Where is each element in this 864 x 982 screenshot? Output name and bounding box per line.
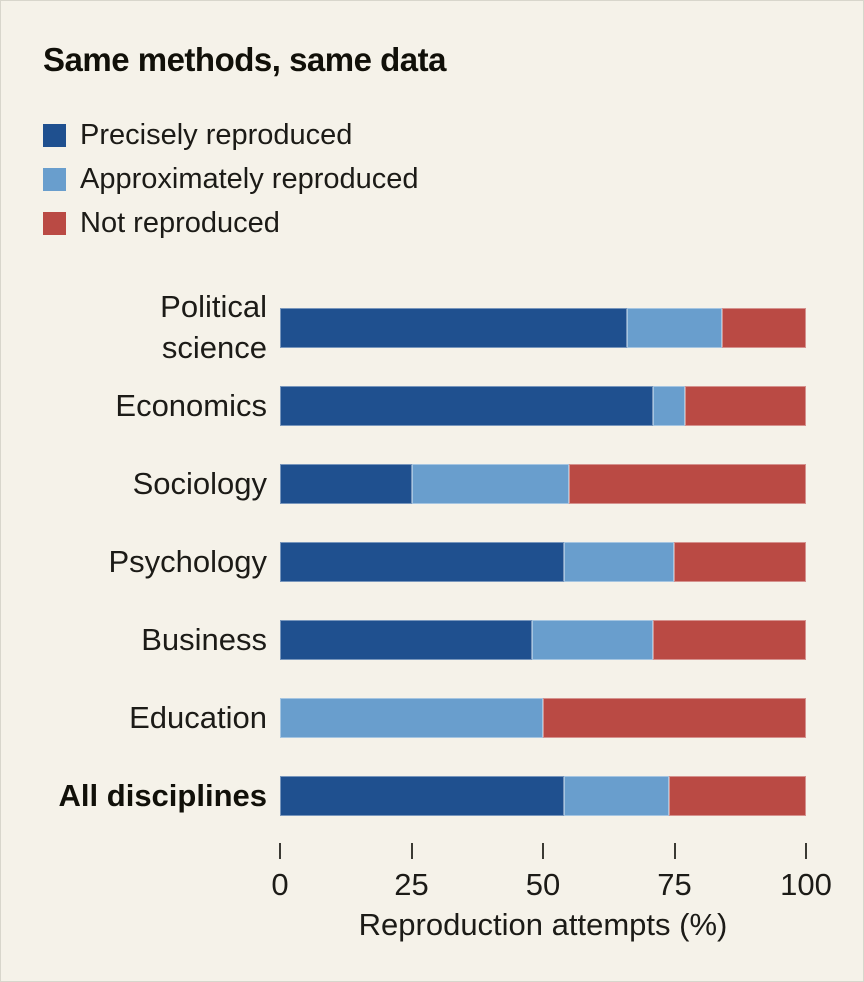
bar-business bbox=[280, 620, 806, 660]
x-axis-tick-label: 25 bbox=[394, 867, 429, 902]
legend-item-approximately: Approximately reproduced bbox=[43, 157, 419, 201]
x-axis-tick-label: 50 bbox=[525, 867, 561, 902]
bar-segment-approximately-reproduced bbox=[627, 308, 722, 348]
bar-psychology bbox=[280, 542, 806, 582]
bar-political-science bbox=[280, 308, 806, 348]
category-label-political-science: Political science bbox=[160, 289, 267, 365]
category-label-all-disciplines: All disciplines bbox=[58, 777, 267, 813]
bar-segment-precisely-reproduced bbox=[280, 464, 412, 504]
x-axis-tick-mark bbox=[279, 843, 281, 859]
bar-economics bbox=[280, 386, 806, 426]
bar-segment-approximately-reproduced bbox=[411, 464, 570, 504]
bar-segment-precisely-reproduced bbox=[280, 308, 628, 348]
category-label-business: Business bbox=[141, 621, 267, 657]
x-axis-tick-mark bbox=[673, 843, 676, 859]
legend: Precisely reproduced Approximately repro… bbox=[43, 113, 419, 245]
bar-segment-precisely-reproduced bbox=[280, 386, 654, 426]
x-axis-tick-mark bbox=[805, 843, 807, 859]
legend-label: Approximately reproduced bbox=[80, 162, 419, 195]
bar-segment-approximately-reproduced bbox=[653, 386, 685, 426]
bar-sociology bbox=[280, 464, 806, 504]
legend-item-not-reproduced: Not reproduced bbox=[43, 201, 419, 245]
bar-segment-not-reproduced bbox=[674, 542, 806, 582]
bar-segment-not-reproduced bbox=[685, 386, 806, 426]
bar-segment-not-reproduced bbox=[653, 620, 806, 660]
bar-segment-precisely-reproduced bbox=[280, 620, 533, 660]
bar-education bbox=[280, 698, 806, 738]
chart-title: Same methods, same data bbox=[43, 41, 447, 78]
x-axis-title: Reproduction attempts (%) bbox=[358, 907, 728, 942]
legend-swatch-not-reproduced-icon bbox=[43, 211, 66, 235]
bar-segment-not-reproduced bbox=[669, 776, 806, 816]
x-axis-tick-label: 0 bbox=[271, 867, 289, 902]
bar-segment-approximately-reproduced bbox=[532, 620, 654, 660]
bar-all-disciplines bbox=[280, 776, 806, 816]
bar-segment-not-reproduced bbox=[543, 698, 806, 738]
category-label-sociology: Sociology bbox=[132, 465, 267, 501]
bar-segment-not-reproduced bbox=[569, 464, 806, 504]
category-label-economics: Economics bbox=[115, 387, 267, 423]
category-label-psychology: Psychology bbox=[108, 543, 267, 579]
x-axis-tick-mark bbox=[410, 843, 413, 859]
bar-segment-approximately-reproduced bbox=[564, 542, 675, 582]
legend-label: Precisely reproduced bbox=[80, 118, 353, 151]
x-axis-tick-mark bbox=[542, 843, 544, 859]
x-axis-tick-label: 75 bbox=[657, 867, 692, 902]
bar-segment-approximately-reproduced bbox=[564, 776, 670, 816]
bar-segment-approximately-reproduced bbox=[280, 698, 543, 738]
legend-swatch-precisely-icon bbox=[43, 123, 66, 147]
legend-swatch-approximately-icon bbox=[43, 167, 66, 191]
legend-item-precisely: Precisely reproduced bbox=[43, 113, 419, 157]
bar-segment-not-reproduced bbox=[721, 308, 806, 348]
bar-segment-precisely-reproduced bbox=[280, 776, 565, 816]
legend-label: Not reproduced bbox=[80, 206, 280, 239]
bar-segment-precisely-reproduced bbox=[280, 542, 565, 582]
x-axis-tick-label: 100 bbox=[780, 867, 832, 902]
category-label-education: Education bbox=[129, 699, 267, 735]
